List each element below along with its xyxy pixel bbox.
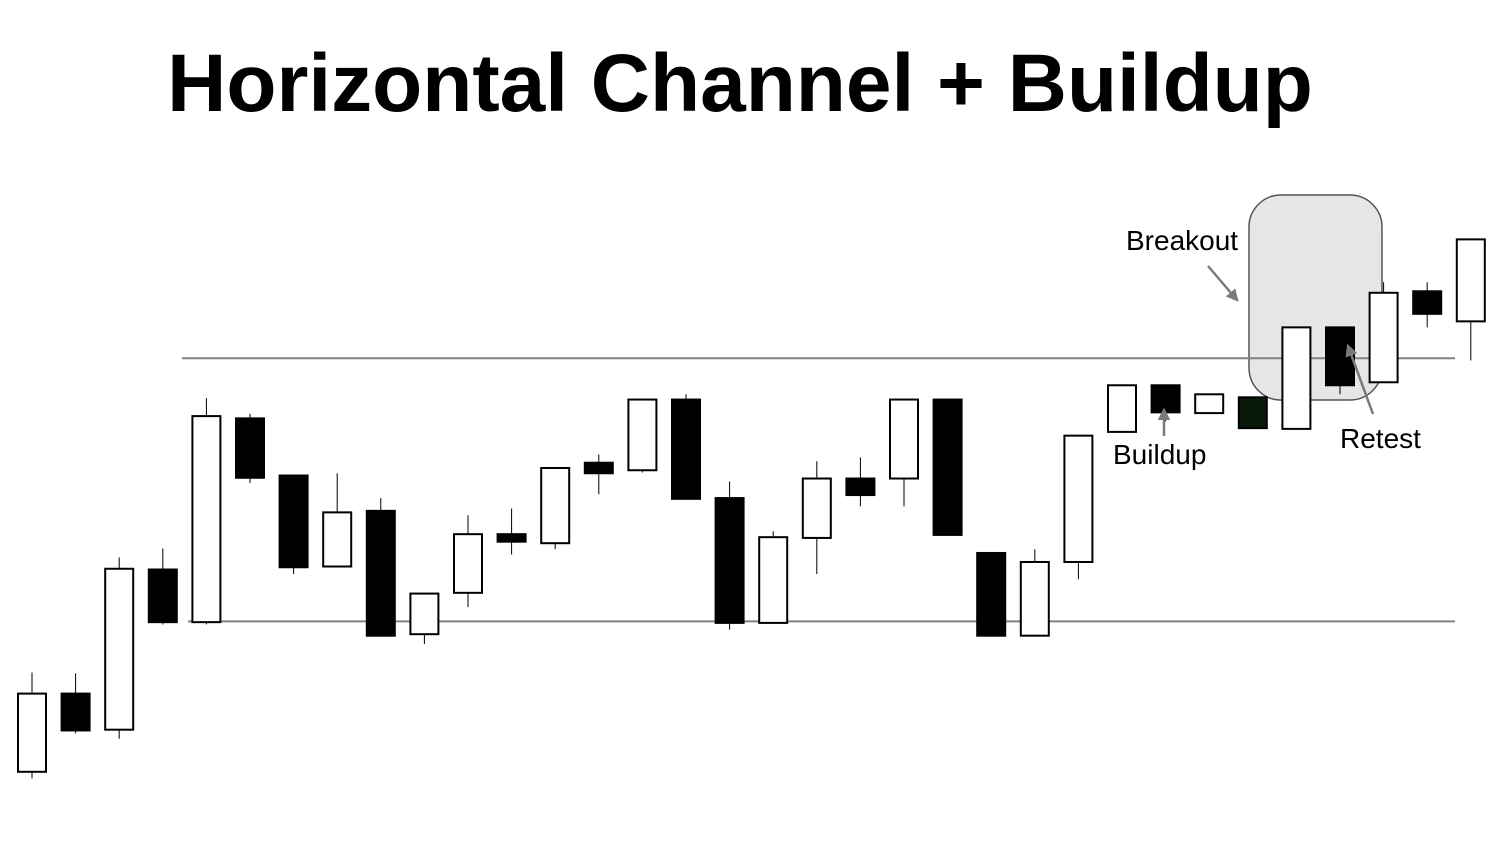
candle-6 bbox=[235, 413, 265, 484]
candle-18 bbox=[758, 531, 789, 624]
candle-body-bearish bbox=[1237, 396, 1268, 430]
candle-body-bearish bbox=[496, 533, 527, 543]
candle-body-bullish bbox=[540, 466, 571, 545]
candle-12 bbox=[496, 508, 527, 555]
candle-2 bbox=[60, 673, 91, 734]
candle-body-bearish bbox=[671, 398, 701, 500]
candle-body-bullish bbox=[1019, 560, 1050, 637]
candle-body-bullish bbox=[1107, 384, 1137, 433]
candle-21 bbox=[889, 398, 919, 507]
candle-22 bbox=[932, 398, 963, 536]
breakout-highlight-box bbox=[1248, 194, 1383, 401]
candle-16 bbox=[671, 394, 701, 500]
candle-13 bbox=[540, 466, 571, 550]
candle-24 bbox=[1019, 549, 1050, 637]
candle-15 bbox=[627, 398, 658, 473]
candle-26 bbox=[1107, 384, 1137, 433]
candle-23 bbox=[976, 551, 1007, 637]
candle-10 bbox=[409, 592, 440, 644]
candle-body-bullish bbox=[889, 398, 919, 480]
candle-body-bearish bbox=[278, 474, 309, 569]
candle-body-bearish bbox=[1412, 290, 1443, 315]
candle-body-bullish bbox=[104, 567, 135, 731]
candle-29 bbox=[1237, 396, 1268, 430]
candle-body-bearish bbox=[60, 692, 91, 732]
candle-8 bbox=[322, 473, 353, 568]
candle-34 bbox=[1455, 238, 1486, 361]
candle-30 bbox=[1281, 326, 1312, 430]
candle-32 bbox=[1368, 282, 1399, 384]
candle-body-bearish bbox=[714, 497, 745, 624]
candle-14 bbox=[583, 454, 614, 495]
candle-body-bullish bbox=[1281, 326, 1312, 430]
chart-title: Horizontal Channel + Buildup bbox=[167, 38, 1313, 129]
annotation-retest: Retest bbox=[1340, 423, 1421, 454]
candle-body-bullish bbox=[322, 511, 353, 568]
annotation-breakout: Breakout bbox=[1126, 225, 1238, 256]
candle-5 bbox=[191, 398, 222, 625]
candle-body-bullish bbox=[758, 536, 789, 624]
candle-27 bbox=[1150, 384, 1181, 422]
candle-body-bearish bbox=[1150, 384, 1181, 414]
candle-body-bullish bbox=[1194, 393, 1225, 415]
candle-body-bearish bbox=[147, 568, 178, 624]
candle-body-bearish bbox=[365, 509, 396, 637]
candle-28 bbox=[1194, 393, 1225, 415]
candle-31 bbox=[1325, 326, 1355, 395]
candle-body-bearish bbox=[1325, 326, 1355, 387]
candle-17 bbox=[714, 481, 745, 630]
candle-body-bullish bbox=[453, 533, 483, 594]
candle-body-bullish bbox=[17, 692, 47, 773]
candle-7 bbox=[278, 474, 309, 575]
candle-body-bearish bbox=[235, 417, 265, 479]
candle-33 bbox=[1412, 282, 1443, 328]
candle-19 bbox=[801, 461, 832, 575]
candle-body-bullish bbox=[801, 477, 832, 539]
retest-arrow bbox=[1345, 343, 1375, 415]
annotation-buildup: Buildup bbox=[1113, 439, 1206, 470]
candle-body-bullish bbox=[409, 592, 440, 636]
candle-body-bullish bbox=[1455, 238, 1486, 323]
candle-20 bbox=[845, 457, 876, 507]
candle-25 bbox=[1063, 434, 1094, 580]
candle-body-bullish bbox=[1368, 291, 1399, 384]
candle-4 bbox=[147, 548, 178, 625]
candle-11 bbox=[453, 515, 483, 608]
candle-body-bullish bbox=[191, 415, 222, 624]
candle-body-bearish bbox=[976, 551, 1007, 637]
candle-body-bearish bbox=[583, 461, 614, 475]
candle-9 bbox=[365, 498, 396, 637]
candle-1 bbox=[17, 672, 47, 779]
candle-body-bearish bbox=[932, 398, 963, 536]
breakout-arrow bbox=[1207, 265, 1239, 302]
candle-body-bearish bbox=[845, 477, 876, 497]
candle-3 bbox=[104, 557, 135, 739]
candle-body-bullish bbox=[1063, 434, 1094, 563]
candle-body-bullish bbox=[627, 398, 658, 472]
